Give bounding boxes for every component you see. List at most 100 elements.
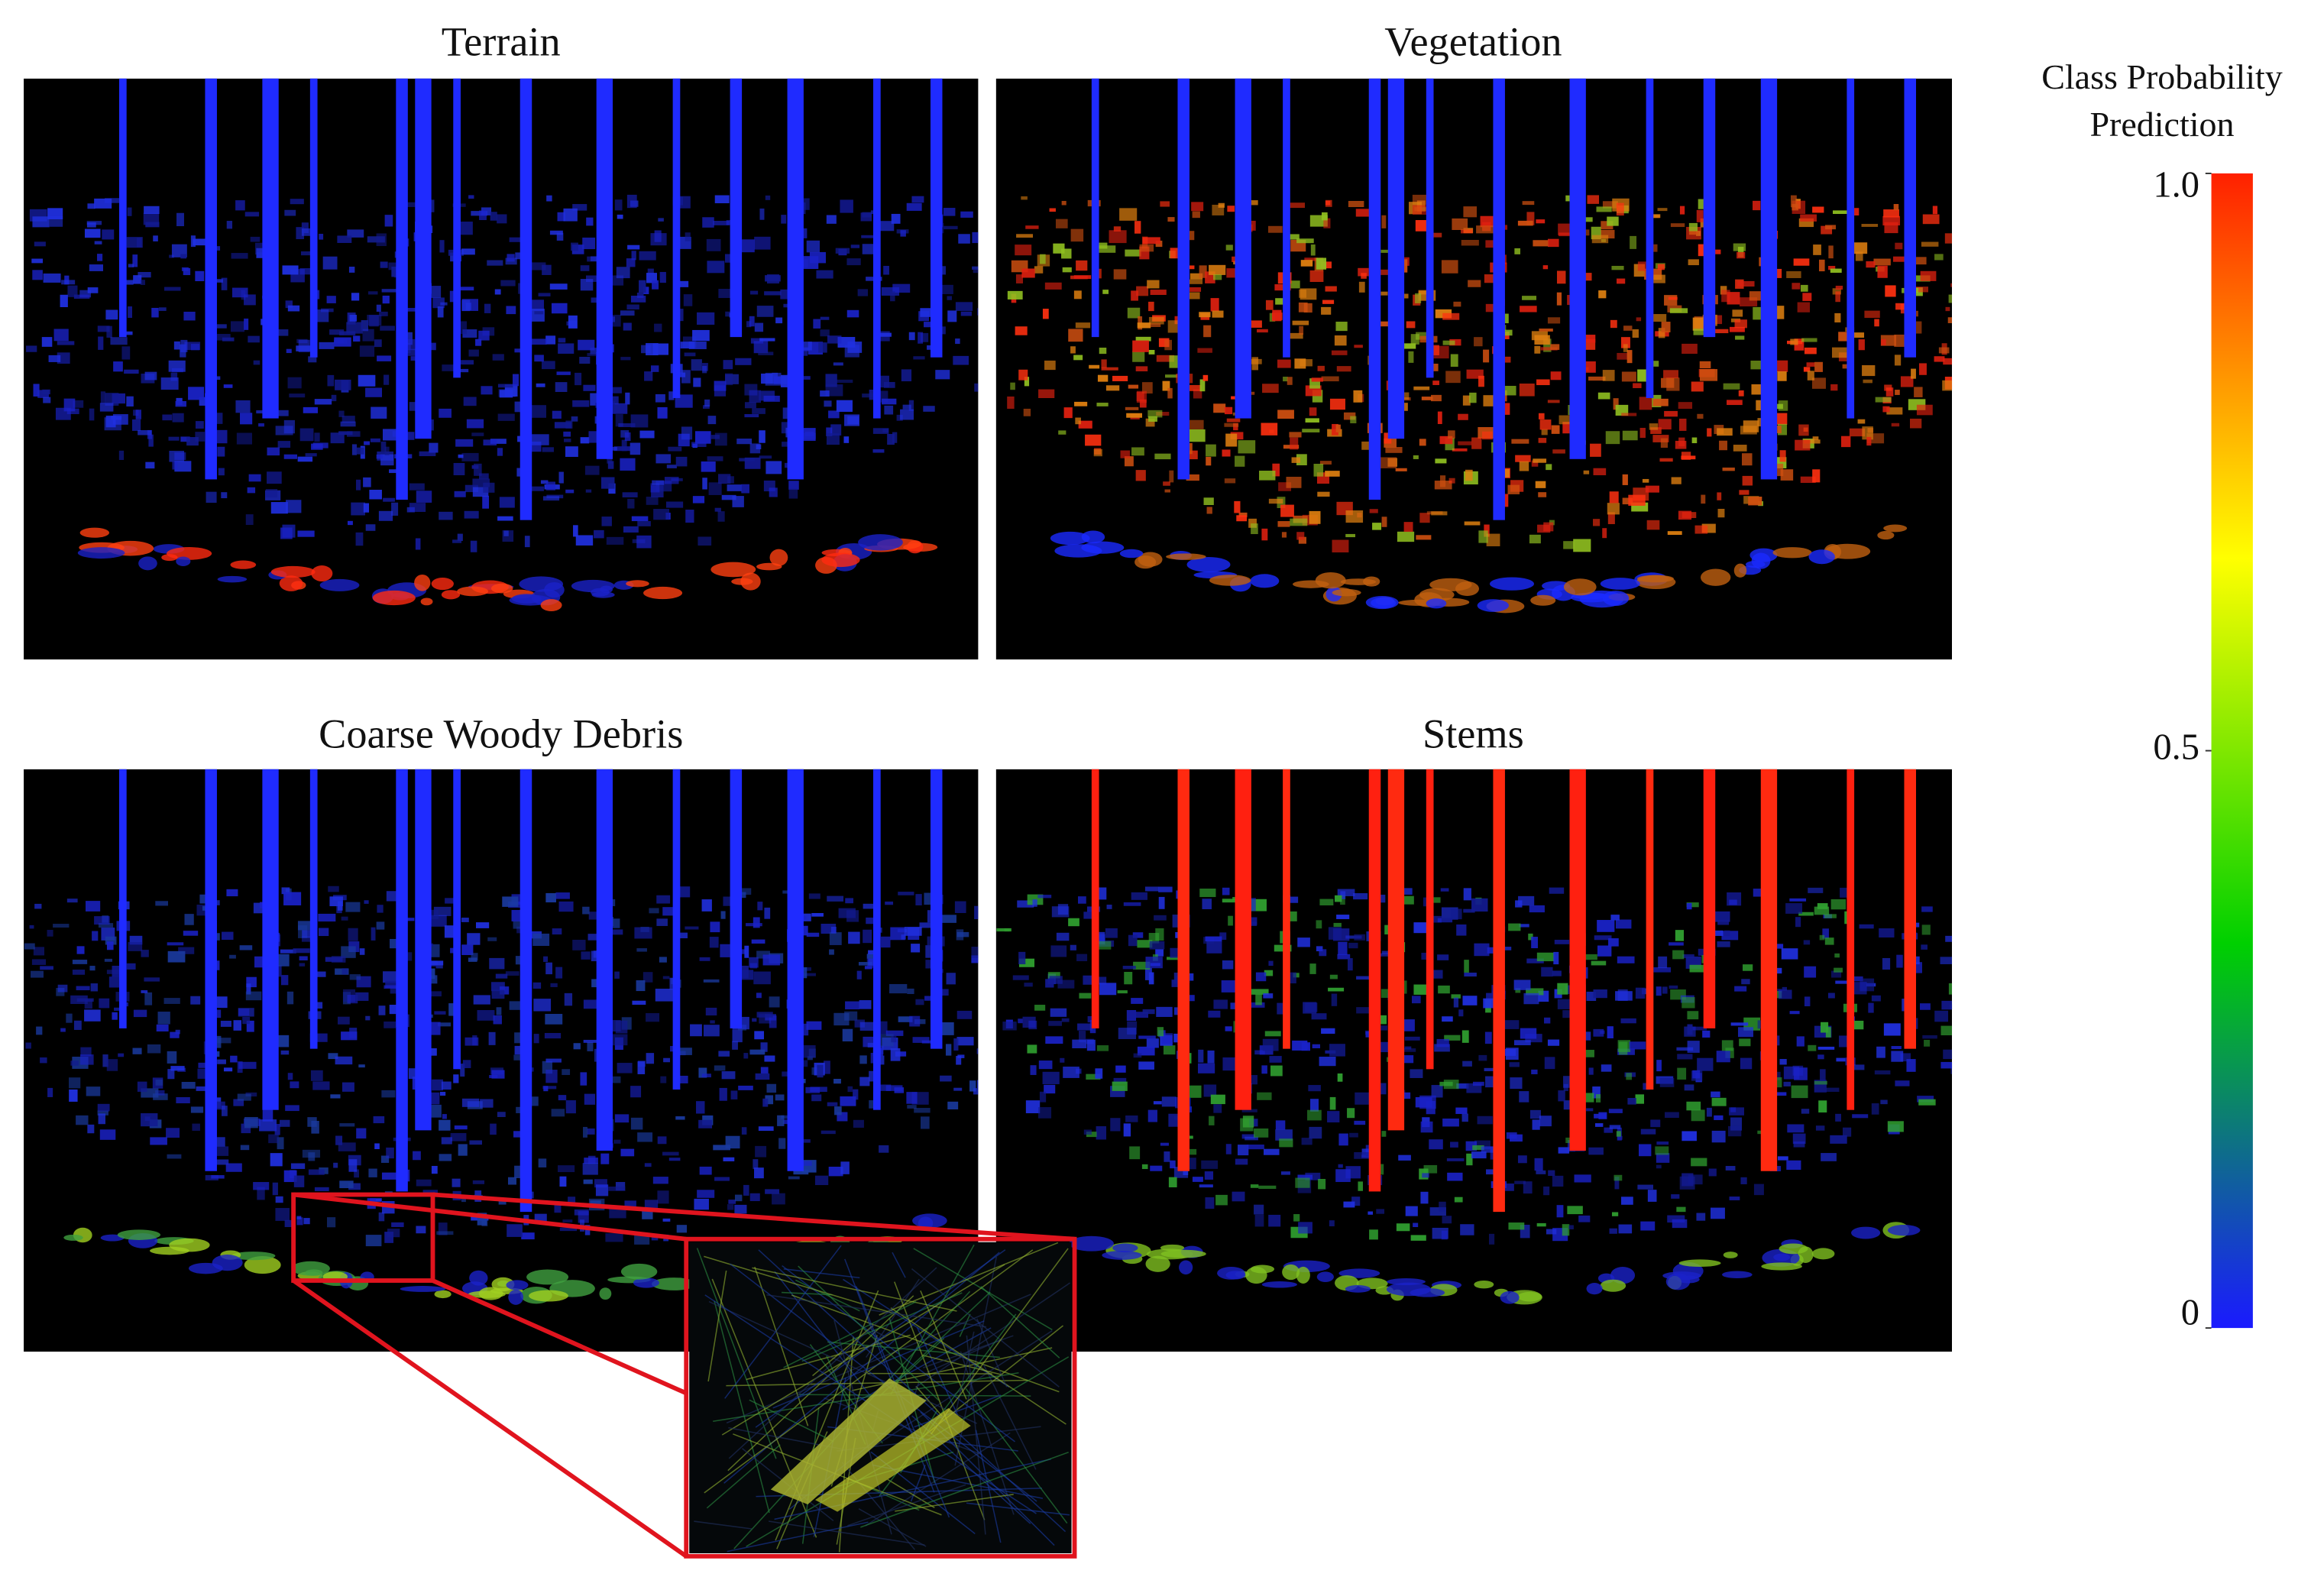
vegetation-texture (299, 963, 306, 967)
vegetation-texture (36, 1026, 43, 1035)
vegetation-texture (87, 203, 95, 209)
vegetation-texture (1332, 539, 1349, 553)
vegetation-texture (1918, 363, 1927, 375)
vegetation-texture (1440, 888, 1449, 892)
zoom-texture (855, 1330, 1053, 1459)
vegetation-texture (383, 497, 395, 502)
vegetation-texture (374, 1143, 380, 1150)
vegetation-texture (422, 1190, 438, 1195)
vegetation-texture (431, 960, 444, 966)
vegetation-texture (749, 443, 761, 454)
vegetation-texture (1471, 1151, 1487, 1159)
vegetation-texture (1830, 1135, 1847, 1144)
vegetation-texture (605, 1233, 623, 1242)
vegetation-texture (1835, 980, 1850, 984)
vegetation-texture (1533, 240, 1549, 247)
vegetation-texture (1922, 214, 1940, 225)
vegetation-texture (1430, 345, 1439, 355)
vegetation-texture (1250, 1184, 1259, 1188)
vegetation-texture (1198, 1049, 1204, 1063)
vegetation-texture (97, 254, 103, 261)
vegetation-texture (1940, 957, 1953, 964)
vegetation-texture (335, 1135, 343, 1145)
vegetation-texture (439, 1154, 452, 1161)
vegetation-texture (351, 444, 358, 455)
vegetation-texture (367, 236, 385, 243)
vegetation-texture (334, 337, 351, 347)
vegetation-texture (356, 447, 364, 455)
vegetation-texture (376, 921, 385, 930)
vegetation-texture (1275, 1129, 1293, 1141)
vegetation-texture (736, 888, 752, 895)
vegetation-texture (431, 1165, 438, 1174)
vegetation-texture (1432, 897, 1441, 903)
zoom-texture (798, 1265, 940, 1401)
zoom-texture (707, 1270, 727, 1382)
vegetation-texture (872, 448, 885, 453)
vegetation-texture (72, 970, 86, 975)
zoom-texture (879, 1291, 991, 1397)
vegetation-texture (869, 1100, 875, 1109)
vegetation-texture (196, 1086, 212, 1091)
vegetation-texture (620, 458, 636, 471)
vegetation-texture (954, 901, 966, 913)
vegetation-texture (461, 944, 474, 955)
vegetation-texture (1465, 469, 1473, 481)
vegetation-texture (1622, 430, 1638, 441)
vegetation-texture (1658, 328, 1665, 338)
vegetation-texture (382, 429, 397, 441)
vegetation-texture (1319, 949, 1327, 957)
vegetation-texture (1522, 201, 1535, 206)
vegetation-texture (630, 295, 646, 303)
vegetation-texture (1590, 443, 1601, 457)
vegetation-texture (600, 1153, 610, 1164)
vegetation-texture (1539, 1116, 1552, 1127)
vegetation-texture (1835, 1113, 1841, 1122)
vegetation-texture (502, 896, 519, 907)
vegetation-texture (296, 227, 305, 240)
vegetation-texture (864, 966, 872, 970)
vegetation-texture (1329, 1044, 1345, 1057)
vegetation-texture (491, 982, 505, 992)
vegetation-texture (885, 1085, 903, 1091)
vegetation-texture (627, 244, 640, 250)
vegetation-texture (31, 959, 47, 965)
vegetation-texture (223, 1067, 233, 1072)
vegetation-texture (97, 1110, 108, 1116)
vegetation-texture (1712, 329, 1729, 334)
vegetation-texture (1248, 518, 1257, 528)
vegetation-texture (1128, 934, 1138, 947)
vegetation-texture (708, 482, 722, 495)
vegetation-texture (1396, 1223, 1410, 1232)
vegetation-texture (1227, 206, 1235, 212)
zoom-box (684, 1236, 1077, 1559)
vegetation-texture (488, 1031, 496, 1045)
vegetation-texture (1039, 1091, 1047, 1103)
vegetation-texture (573, 1043, 581, 1050)
stem (787, 78, 804, 480)
vegetation-texture (909, 1015, 921, 1027)
vegetation-texture (128, 264, 134, 267)
vegetation-texture (1156, 412, 1170, 416)
vegetation-texture (1849, 428, 1866, 437)
vegetation-texture (659, 271, 666, 283)
vegetation-texture (380, 325, 395, 331)
vegetation-texture (833, 1012, 850, 1026)
vegetation-texture (1850, 982, 1867, 995)
vegetation-texture (626, 304, 639, 310)
vegetation-texture (947, 296, 952, 300)
vegetation-texture (1795, 439, 1811, 451)
ground-texture (1563, 578, 1597, 596)
vegetation-texture (346, 431, 361, 437)
vegetation-texture (900, 409, 914, 420)
vegetation-texture (450, 1132, 467, 1141)
vegetation-texture (1620, 337, 1630, 348)
vegetation-texture (746, 321, 752, 328)
vegetation-texture (138, 429, 152, 436)
vegetation-texture (1235, 1158, 1248, 1165)
vegetation-texture (1558, 1147, 1570, 1154)
vegetation-texture (896, 414, 903, 421)
vegetation-texture (1851, 242, 1868, 254)
vegetation-texture (1656, 1153, 1670, 1163)
vegetation-texture (1821, 225, 1833, 235)
